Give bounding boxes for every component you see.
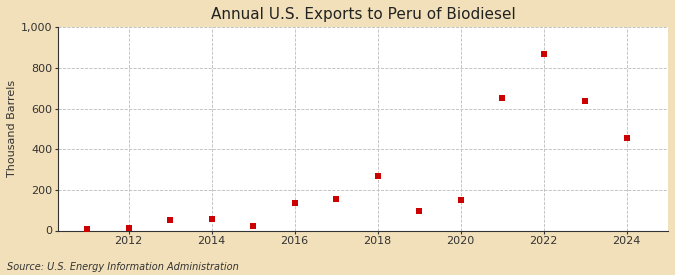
Text: Source: U.S. Energy Information Administration: Source: U.S. Energy Information Administ…: [7, 262, 238, 272]
Point: [621, 136, 632, 140]
Point: [455, 198, 466, 202]
Point: [40, 228, 51, 233]
Point: [248, 224, 259, 229]
Point: [124, 226, 134, 231]
Point: [497, 96, 508, 101]
Point: [290, 201, 300, 205]
Point: [580, 99, 591, 104]
Title: Annual U.S. Exports to Peru of Biodiesel: Annual U.S. Exports to Peru of Biodiesel: [211, 7, 516, 22]
Y-axis label: Thousand Barrels: Thousand Barrels: [7, 80, 17, 177]
Point: [82, 227, 92, 232]
Point: [331, 197, 342, 201]
Point: [372, 174, 383, 178]
Point: [538, 51, 549, 56]
Point: [207, 217, 217, 222]
Point: [414, 209, 425, 213]
Point: [165, 218, 176, 222]
